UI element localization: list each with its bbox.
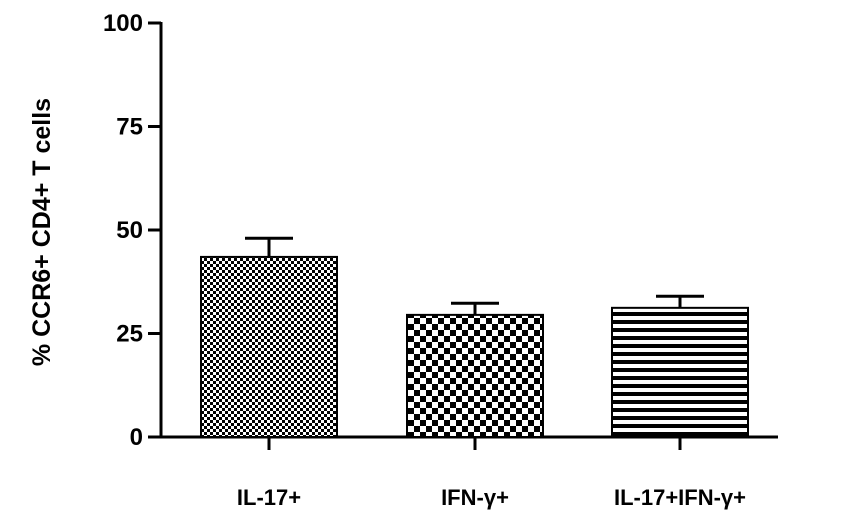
x-tick-label: IL-17+	[237, 485, 301, 510]
bar-2	[406, 313, 544, 438]
y-tick-label: 0	[130, 424, 143, 451]
y-tick-label: 100	[103, 10, 143, 37]
y-tick-label: 25	[116, 321, 143, 348]
bars	[200, 255, 749, 438]
x-tick-label: IFN-γ+	[441, 485, 509, 510]
category-labels: IL-17+ IFN-γ+ IL-17+IFN-γ+	[237, 485, 746, 510]
y-tick-label: 75	[116, 114, 143, 141]
x-tick-label: IL-17+IFN-γ+	[614, 485, 746, 510]
x-axis	[159, 435, 778, 450]
y-axis: 0 25 50 75 100	[103, 10, 163, 451]
bar-1	[200, 255, 338, 438]
error-bars	[245, 236, 704, 315]
bar-3	[611, 306, 749, 438]
y-axis-title: % CCR6+ CD4+ T cells	[28, 98, 56, 366]
y-tick-label: 50	[116, 217, 143, 244]
